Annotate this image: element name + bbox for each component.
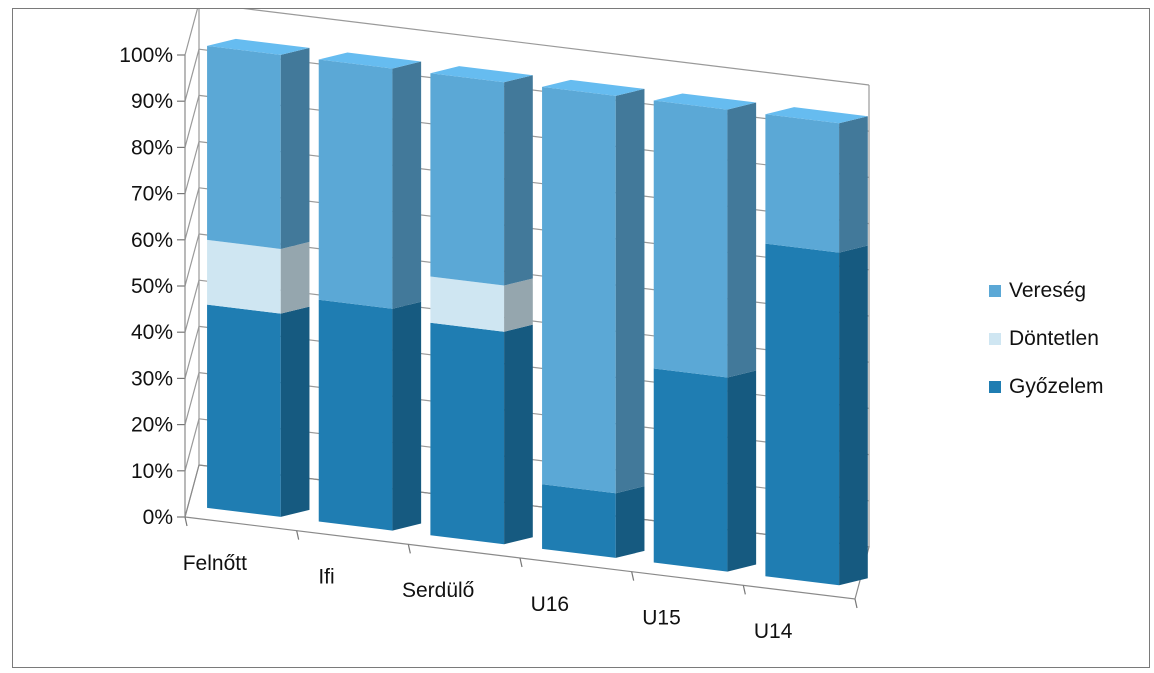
axes: [177, 54, 870, 609]
y-tick-label: 60%: [131, 229, 173, 252]
legend-swatch: [989, 333, 1001, 345]
bar-segment-top: [207, 38, 310, 55]
bar-segment-side: [839, 245, 868, 586]
bar-segment-front: [430, 322, 505, 545]
x-tick-label: Felnőtt: [183, 552, 247, 575]
gridline: [198, 187, 870, 271]
x-tick-mark: [631, 571, 635, 581]
gridline-side: [184, 95, 200, 148]
y-tick-label: 90%: [131, 90, 173, 113]
gridline-side: [184, 141, 200, 194]
bar-segment-side: [392, 61, 422, 309]
gridline: [198, 94, 870, 178]
bar-stack-2: [430, 66, 533, 545]
gridline-side: [184, 326, 200, 379]
bar-segment-front: [653, 368, 728, 572]
bar-segment-side: [504, 324, 533, 545]
legend: Vereség Döntetlen Győzelem: [989, 279, 1104, 398]
bar-segment-side: [839, 116, 868, 253]
gridline: [198, 325, 870, 409]
gridline-side: [184, 9, 199, 56]
y-tick-label: 20%: [131, 414, 173, 437]
bar-segment-side: [615, 88, 645, 494]
y-tick-label: 70%: [131, 183, 173, 206]
bar-segment-top: [542, 79, 645, 96]
bar-segment-front: [542, 86, 616, 494]
bar-segment-side: [615, 486, 645, 558]
bar-stack-5: [765, 107, 868, 586]
bar-segment-side: [280, 306, 310, 517]
bar-segment-front: [207, 45, 281, 249]
gridline: [198, 279, 870, 363]
bar-segment-top: [430, 66, 533, 83]
bar-segment-front: [207, 239, 281, 314]
x-tick-mark: [296, 530, 300, 540]
x-tick-label: U15: [642, 607, 681, 630]
bar-segment-side: [727, 370, 757, 572]
gridline-side: [184, 418, 200, 471]
bar-stack-1: [318, 52, 422, 531]
bar-segment-front: [542, 484, 616, 558]
bar-segment-front: [318, 299, 393, 531]
bars: [207, 38, 868, 586]
legend-label: Vereség: [1009, 279, 1086, 302]
x-tick-mark: [519, 557, 523, 568]
x-tick-mark: [184, 516, 188, 527]
legend-swatch: [989, 381, 1001, 393]
gridlines: [184, 9, 870, 548]
gridline: [243, 9, 870, 86]
y-tick-label: 50%: [131, 275, 173, 298]
bar-segment-front: [207, 304, 281, 517]
y-tick-label: 40%: [131, 321, 173, 344]
y-tick-label: 0%: [143, 506, 173, 529]
x-tick-labels: Felnőtt Ifi Serdülő U16 U15 U14: [183, 552, 793, 643]
bar-segment-front: [765, 243, 840, 586]
bar-stack-0: [207, 38, 310, 517]
gridline: [198, 418, 870, 502]
gridline-side: [184, 187, 200, 240]
x-tick-label: U16: [531, 593, 570, 616]
bar-segment-front: [430, 276, 505, 332]
bar-segment-top: [318, 52, 422, 69]
bar-segment-front: [765, 114, 840, 253]
gridline: [198, 141, 870, 225]
gridline: [198, 48, 870, 132]
gridline-side: [184, 372, 200, 425]
bar-segment-side: [392, 301, 422, 531]
bar-segment-top: [653, 93, 757, 110]
gridline-side: [184, 280, 200, 333]
legend-label: Döntetlen: [1009, 327, 1099, 350]
y-tick-label: 80%: [131, 136, 173, 159]
bar-segment-front: [653, 100, 728, 378]
bar-segment-side: [727, 102, 757, 378]
chart-frame: 0% 10% 20% 30% 40% 50% 60% 70% 80% 90% 100% Felnőt…: [12, 8, 1150, 668]
x-tick-mark: [407, 544, 411, 554]
y-tick-label: 100%: [119, 44, 173, 67]
bar-segment-front: [430, 73, 505, 286]
x-tick-label: U14: [754, 620, 793, 643]
y-tick-label: 10%: [131, 460, 173, 483]
y-tick-label: 30%: [131, 367, 173, 390]
gridline: [198, 372, 870, 456]
gridline-side: [184, 49, 200, 102]
bar-stack-4: [653, 93, 757, 572]
bar-segment-side: [280, 47, 310, 249]
bar-segment-top: [765, 107, 868, 124]
bar-segment-front: [318, 59, 393, 309]
bar-segment-side: [504, 75, 533, 286]
y-tick-labels: 0% 10% 20% 30% 40% 50% 60% 70% 80% 90% 100%: [119, 44, 173, 529]
x-tick-mark: [742, 585, 746, 595]
stacked-column-chart: 0% 10% 20% 30% 40% 50% 60% 70% 80% 90% 100% Felnőt…: [119, 9, 1104, 643]
x-tick-label: Serdülő: [402, 579, 474, 602]
bar-segment-side: [504, 278, 533, 332]
bar-stack-3: [542, 79, 645, 558]
gridline-side: [184, 233, 200, 287]
x-tick-mark: [854, 598, 858, 609]
x-tick-label: Ifi: [318, 566, 334, 589]
legend-swatch: [989, 285, 1001, 297]
legend-label: Győzelem: [1009, 375, 1104, 398]
gridline: [198, 233, 870, 317]
bar-segment-side: [280, 241, 310, 314]
